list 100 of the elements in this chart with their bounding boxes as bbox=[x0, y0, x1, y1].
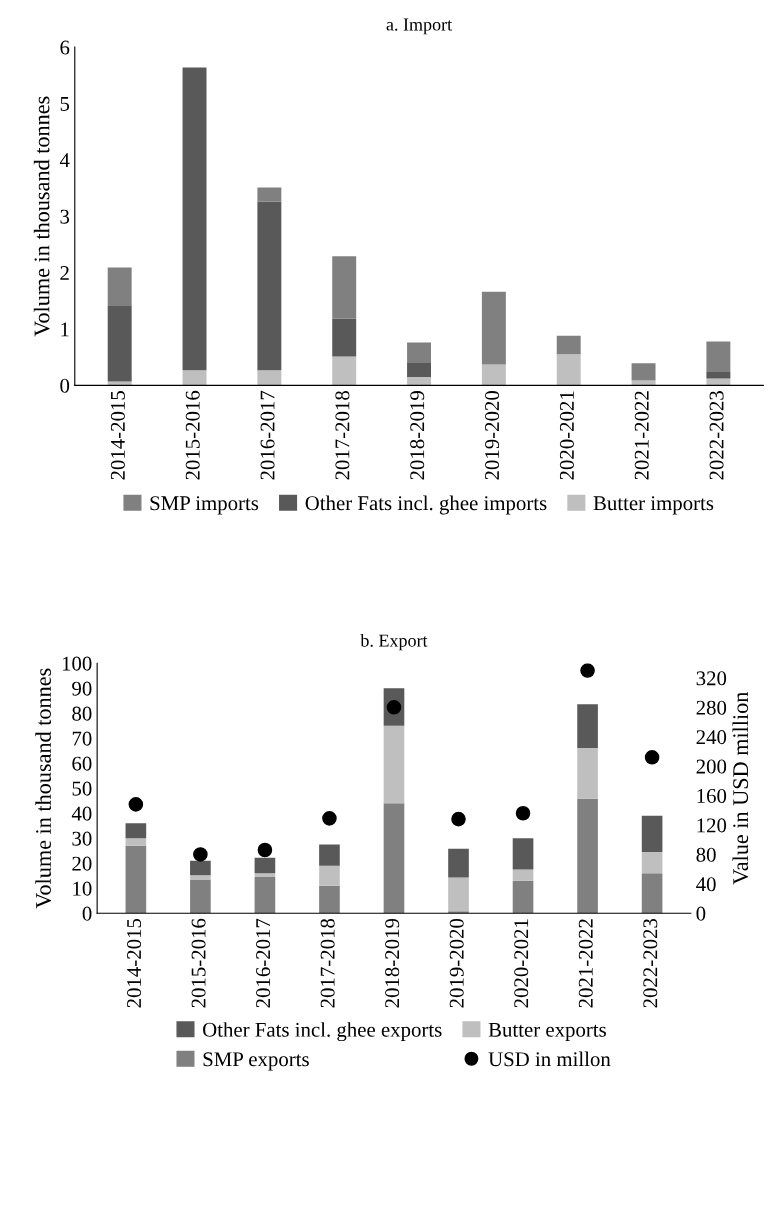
x-tick-label: 2022-2023 bbox=[709, 391, 724, 480]
y2-tick-label: 200 bbox=[696, 759, 727, 774]
y2-tick-label: 40 bbox=[696, 877, 716, 892]
bar bbox=[706, 341, 731, 372]
x-tick-label: 2018-2019 bbox=[385, 918, 400, 1008]
bar bbox=[556, 335, 581, 355]
bar bbox=[190, 875, 211, 880]
y-tick-label: 90 bbox=[72, 681, 92, 696]
bar bbox=[107, 381, 132, 386]
bar bbox=[383, 725, 405, 804]
y-tick-label: 1 bbox=[61, 322, 69, 337]
bar bbox=[107, 305, 132, 382]
bar bbox=[641, 815, 663, 852]
bar bbox=[448, 848, 469, 878]
x-tick-label: 2014-2015 bbox=[127, 918, 142, 1008]
y2-tick-label: 320 bbox=[696, 671, 727, 686]
bar bbox=[706, 371, 731, 379]
point bbox=[193, 847, 208, 862]
y2-tick-label: 240 bbox=[696, 730, 727, 745]
x-tick-label: 2021-2022 bbox=[578, 919, 593, 1008]
bar bbox=[512, 880, 534, 914]
y2-axis-title: Value in USD million bbox=[732, 691, 749, 885]
point bbox=[128, 797, 144, 812]
y-tick-label: 5 bbox=[60, 97, 70, 111]
point bbox=[644, 750, 660, 765]
bar bbox=[125, 845, 147, 914]
legend-label: Butter imports bbox=[593, 496, 714, 515]
y-tick-label: 50 bbox=[72, 781, 92, 796]
y-tick-label: 0 bbox=[60, 378, 70, 393]
legend-label: Butter exports bbox=[488, 1022, 606, 1042]
y-tick-label: 0 bbox=[82, 906, 92, 921]
bar bbox=[254, 873, 276, 877]
x-tick-label: 2017-2018 bbox=[335, 391, 350, 480]
y-tick-label: 100 bbox=[62, 656, 92, 671]
y2-tick-label: 280 bbox=[696, 700, 727, 715]
x-tick-label: 2018-2019 bbox=[410, 391, 425, 480]
bar bbox=[257, 187, 282, 202]
bar bbox=[641, 873, 663, 914]
bar bbox=[512, 869, 534, 881]
x-tick-label: 2015-2016 bbox=[191, 918, 206, 1008]
bar bbox=[631, 380, 656, 386]
point bbox=[515, 805, 531, 821]
bar bbox=[190, 879, 211, 914]
legend-label: USD in millon bbox=[488, 1051, 611, 1067]
bar bbox=[641, 851, 663, 874]
y-tick-label: 20 bbox=[72, 856, 92, 871]
bar bbox=[556, 354, 581, 386]
chart-title: b. Export bbox=[360, 634, 428, 651]
x-tick-label: 2017-2018 bbox=[320, 918, 335, 1008]
y2-tick-label: 120 bbox=[697, 818, 727, 833]
y-tick-label: 3 bbox=[60, 209, 70, 224]
bar bbox=[257, 201, 282, 371]
bar bbox=[257, 370, 282, 386]
bar bbox=[182, 370, 207, 386]
y-axis-title: Volume in thousand tonnes bbox=[35, 668, 52, 909]
bar bbox=[407, 376, 432, 386]
x-tick-label: 2019-2020 bbox=[485, 391, 500, 480]
bar bbox=[190, 860, 211, 876]
bar bbox=[332, 318, 357, 357]
bar bbox=[125, 823, 147, 839]
y2-tick-label: 80 bbox=[696, 847, 716, 862]
bar bbox=[383, 803, 405, 914]
y-tick-label: 80 bbox=[72, 706, 92, 721]
x-tick-label: 2021-2022 bbox=[634, 391, 649, 480]
y-axis-title: Volume in thousand tonnes bbox=[33, 96, 50, 337]
legend-label: Other Fats incl. ghee exports bbox=[203, 1022, 442, 1042]
y-tick-label: 6 bbox=[60, 40, 70, 55]
bar bbox=[182, 67, 207, 371]
y-tick-label: 30 bbox=[72, 831, 92, 846]
bar bbox=[319, 885, 340, 914]
bar bbox=[481, 364, 506, 386]
bar bbox=[254, 857, 276, 874]
legend-label: Other Fats incl. ghee imports bbox=[305, 495, 547, 515]
bar bbox=[107, 267, 132, 306]
bar bbox=[577, 798, 598, 914]
bar bbox=[631, 363, 656, 380]
bar bbox=[448, 911, 469, 914]
bar bbox=[332, 256, 357, 319]
bar bbox=[481, 291, 506, 365]
bar bbox=[319, 844, 340, 866]
bar bbox=[448, 877, 469, 912]
y-tick-label: 60 bbox=[72, 756, 92, 771]
x-tick-label: 2020-2021 bbox=[514, 919, 529, 1008]
bar bbox=[254, 876, 276, 914]
x-tick-label: 2020-2021 bbox=[559, 391, 574, 480]
legend-label: SMP exports bbox=[203, 1052, 309, 1071]
y2-tick-label: 160 bbox=[697, 788, 727, 804]
chart-title: a. Import bbox=[386, 18, 453, 35]
bar bbox=[319, 865, 340, 886]
x-tick-label: 2015-2016 bbox=[185, 390, 200, 480]
y-tick-label: 10 bbox=[73, 881, 92, 896]
y-tick-label: 40 bbox=[71, 806, 92, 821]
bar bbox=[125, 838, 147, 846]
bar bbox=[407, 362, 432, 377]
x-tick-label: 2014-2015 bbox=[110, 391, 125, 480]
x-tick-label: 2016-2017 bbox=[260, 390, 275, 480]
y-tick-label: 4 bbox=[59, 153, 70, 168]
y2-tick-label: 0 bbox=[696, 906, 706, 921]
point bbox=[580, 663, 595, 678]
x-tick-label: 2016-2017 bbox=[256, 918, 271, 1008]
